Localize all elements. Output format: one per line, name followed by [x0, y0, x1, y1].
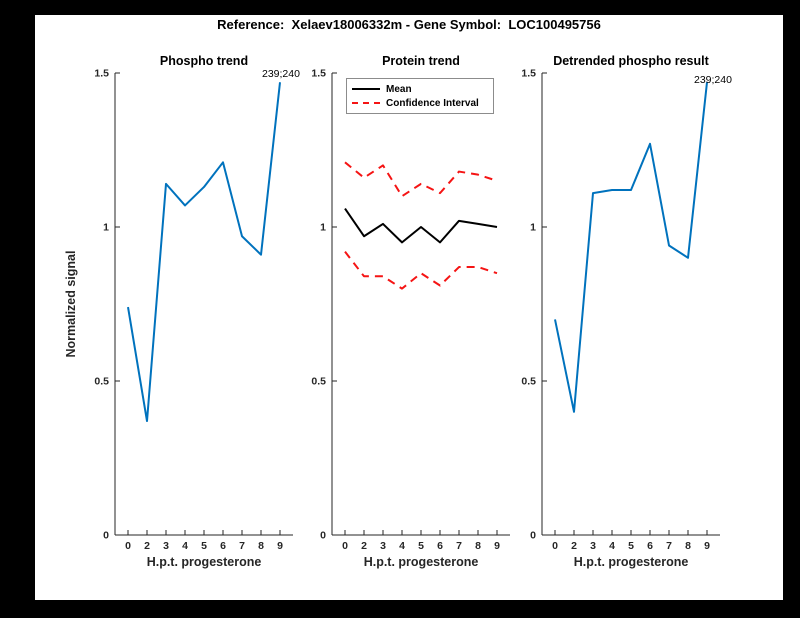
x-tick-label: 9	[277, 540, 283, 552]
y-tick-label: 0.5	[521, 376, 536, 388]
ci-lower-line	[344, 251, 498, 290]
y-tick-label: 1.5	[94, 68, 109, 80]
x-tick-label: 4	[609, 540, 615, 552]
x-tick-label: 4	[399, 540, 405, 552]
subplot1-x-label: H.p.t. progesterone	[146, 555, 262, 569]
mean-line-swatch	[352, 88, 380, 90]
x-tick-label: 7	[666, 540, 672, 552]
y-tick-label: 0	[320, 530, 326, 542]
legend-box: Mean Confidence Interval	[346, 78, 494, 114]
ci-line-swatch	[352, 102, 380, 104]
legend-entry-ci: Confidence Interval	[352, 97, 488, 110]
detrended-line	[554, 82, 708, 413]
x-tick-label: 2	[361, 540, 367, 552]
x-tick-label: 7	[456, 540, 462, 552]
x-tick-label: 8	[258, 540, 264, 552]
figure-title: Reference: Xelaev18006332m - Gene Symbol…	[217, 17, 601, 32]
x-tick-label: 0	[342, 540, 348, 552]
x-tick-label: 3	[380, 540, 386, 552]
x-tick-label: 2	[571, 540, 577, 552]
subplot2-title: Protein trend	[382, 54, 460, 68]
legend-label-ci: Confidence Interval	[386, 97, 479, 109]
y-tick-label: 1.5	[521, 68, 536, 80]
x-tick-label: 9	[494, 540, 500, 552]
subplot3-point-annotation: 239;240	[694, 74, 732, 86]
subplot1-point-annotation: 239;240	[262, 68, 300, 80]
x-tick-label: 9	[704, 540, 710, 552]
x-tick-label: 8	[685, 540, 691, 552]
phospho-trend-chart: 0 0.5 1 1.5 0 2 3 4 5 6 7 8 9	[94, 68, 293, 552]
x-tick-label: 8	[475, 540, 481, 552]
y-tick-label: 1	[530, 222, 536, 234]
x-tick-label: 2	[144, 540, 150, 552]
subplot2-x-label: H.p.t. progesterone	[363, 555, 479, 569]
x-tick-label: 5	[628, 540, 634, 552]
y-tick-label: 1	[103, 222, 109, 234]
subplot1-title: Phospho trend	[159, 54, 249, 68]
y-tick-label: 0.5	[94, 376, 109, 388]
phospho-line	[127, 82, 281, 423]
mean-line	[344, 207, 498, 244]
x-tick-label: 0	[125, 540, 131, 552]
y-tick-label: 1.5	[311, 68, 326, 80]
ci-upper-line	[344, 161, 498, 198]
y-tick-label: 0	[530, 530, 536, 542]
x-tick-label: 0	[552, 540, 558, 552]
x-tick-label: 6	[647, 540, 653, 552]
x-tick-label: 5	[201, 540, 207, 552]
y-tick-label: 0	[103, 530, 109, 542]
subplot3-x-label: H.p.t. progesterone	[573, 555, 689, 569]
protein-trend-chart: 0 0.5 1 1.5 0 2 3 4 5 6 7 8 9	[311, 68, 510, 552]
y-tick-label: 1	[320, 222, 326, 234]
x-tick-label: 5	[418, 540, 424, 552]
legend-label-mean: Mean	[386, 83, 412, 95]
y-tick-label: 0.5	[311, 376, 326, 388]
x-tick-label: 4	[182, 540, 188, 552]
subplot3-title: Detrended phospho result	[553, 54, 709, 68]
legend-entry-mean: Mean	[352, 83, 488, 96]
detrended-phospho-chart: 0 0.5 1 1.5 0 2 3 4 5 6 7 8 9	[521, 68, 720, 552]
x-tick-label: 3	[163, 540, 169, 552]
x-tick-label: 6	[220, 540, 226, 552]
x-tick-label: 6	[437, 540, 443, 552]
x-tick-label: 3	[590, 540, 596, 552]
x-tick-label: 7	[239, 540, 245, 552]
